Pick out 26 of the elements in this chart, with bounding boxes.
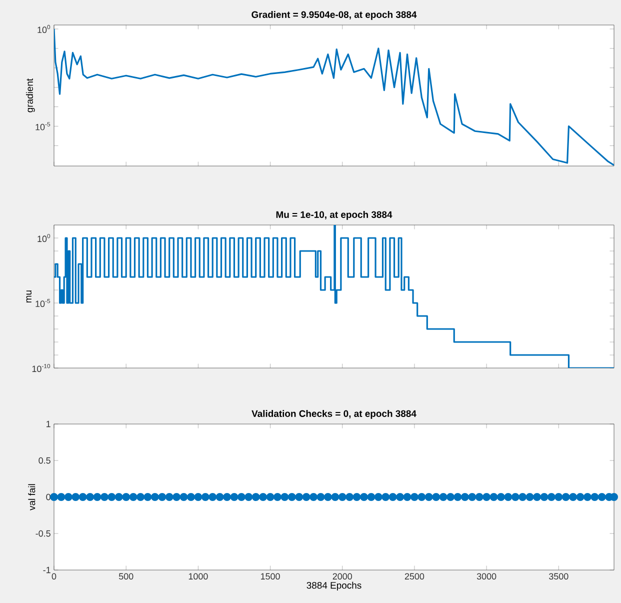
line-series xyxy=(54,28,614,166)
y-tick-label: 10$^{0}$ xyxy=(38,234,50,242)
y-tick-label: 1 xyxy=(46,420,50,428)
y-tick-label: 10$^{-5}$ xyxy=(36,299,50,308)
y-axis-title: gradient xyxy=(26,78,35,112)
x-tick-label: 3500 xyxy=(549,573,568,580)
x-tick-label: 2000 xyxy=(332,573,352,580)
x-tick-label: 500 xyxy=(118,573,134,580)
x-axis-title: 3884 Epochs xyxy=(306,582,362,591)
x-tick-label: 1500 xyxy=(260,573,280,580)
y-tick-label: 0 xyxy=(46,494,50,500)
y-axis-title: mu xyxy=(26,290,32,302)
y-tick-label: -1 xyxy=(43,566,50,574)
chart-title: Gradient = 9.9504e-08, at epoch 3884 xyxy=(252,10,417,20)
y-tick-label: 0.5 xyxy=(38,457,50,464)
x-tick-label: 3000 xyxy=(476,573,496,580)
y-tick-label: 10$^{-10}$ xyxy=(32,364,50,372)
x-tick-label: 2500 xyxy=(404,573,424,580)
chart-title: Validation Checks = 0, at epoch 3884 xyxy=(252,410,416,419)
y-tick-label: 10$^{0}$ xyxy=(38,24,50,34)
x-tick-label: 0 xyxy=(52,573,56,580)
y-tick-label: -0.5 xyxy=(36,530,50,537)
chart-title: Mu = 1e-10, at epoch 3884 xyxy=(276,211,392,220)
y-axis-title: val fail xyxy=(28,484,36,510)
y-tick-label: 10$^{-5}$ xyxy=(36,122,50,130)
x-tick-label: 1000 xyxy=(188,573,208,580)
